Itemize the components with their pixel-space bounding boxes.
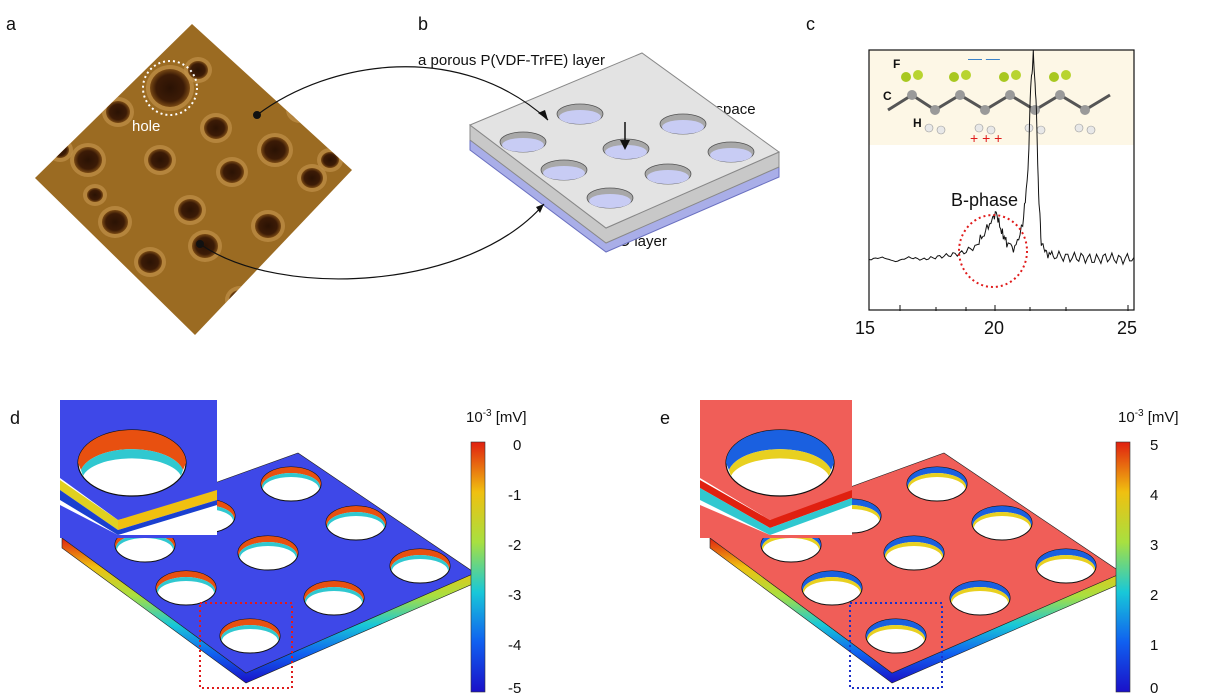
carbon-atom [1055,90,1065,100]
afm-hole [87,188,103,202]
atom-f-label: F [893,57,901,71]
fluorine-atom [1011,70,1021,80]
colorbar-e-title: 10-3 [mV] [1118,408,1179,426]
negative-charge-label: — — [968,50,1000,66]
afm-hole [150,69,190,107]
colorbar-d-tick: 0 [513,437,522,454]
afm-hole [74,147,102,173]
x-tick-20: 20 [984,318,1005,338]
fluorine-atom [913,70,923,80]
afm-hole [220,161,244,183]
colorbar-d-tick: -4 [508,637,522,654]
hydrogen-atom [974,123,984,133]
colorbar-e-tick: 5 [1150,437,1159,454]
colorbar-e-tick: 3 [1150,537,1159,554]
afm-hole [255,214,281,238]
positive-charge-label: + + + [970,130,1003,146]
hydrogen-atom [924,123,934,133]
fluorine-atom [1049,72,1059,82]
panel-c-letter: c [806,14,815,34]
hydrogen-atom [1074,123,1084,133]
colorbar-d-tick: -3 [508,587,522,604]
colorbar-e-tick: 4 [1150,487,1159,504]
colorbar-d-tick: -5 [508,680,522,697]
carbon-atom [1030,105,1040,115]
panel-d-letter: d [10,408,21,428]
porous-layer-label: a porous P(VDF-TrFE) layer [418,52,605,69]
carbon-atom [955,90,965,100]
atom-h-label: H [913,116,922,130]
beta-phase-circle [958,214,1028,288]
afm-hole [261,137,289,163]
carbon-atom [1080,105,1090,115]
fluorine-atom [901,72,911,82]
carbon-atom [907,90,917,100]
fluorine-atom [999,72,1009,82]
hole-label: hole [132,118,161,135]
afm-hole [188,61,208,79]
colorbar-d-tick: -2 [508,537,522,554]
afm-hole [301,168,323,188]
connector-arrow-top [256,66,549,121]
colorbar-e-tick: 0 [1150,680,1159,697]
fluorine-atom [961,70,971,80]
xrd-series-line [868,50,1135,266]
panel-a-letter: a [6,14,17,34]
colorbar-e-tick: 1 [1150,637,1159,654]
colorbar-e-tick: 2 [1150,587,1159,604]
carbon-atom [930,105,940,115]
afm-hole [204,117,228,139]
hole-highlight-circle [142,60,198,116]
afm-hole [192,234,218,258]
carbon-atom [980,105,990,115]
hydrogen-atom [936,125,946,135]
atom-c-label: C [883,89,892,103]
afm-hole [138,251,162,273]
carbon-atom [1005,90,1015,100]
afm-hole [106,101,130,123]
colorbar-d-tick: -1 [508,487,522,504]
connector-arrow-bottom [199,203,545,280]
afm-hole [102,210,128,234]
colorbar-d-title: 10-3 [mV] [466,408,527,426]
afm-hole [321,152,339,168]
panel-e-letter: e [660,408,671,428]
x-tick-15: 15 [855,318,876,338]
fluorine-atom [1061,70,1071,80]
afm-hole [178,199,202,221]
hydrogen-atom [986,125,996,135]
afm-hole [148,149,172,171]
beta-phase-label: B-phase [951,190,1019,210]
x-tick-25: 25 [1117,318,1138,338]
fluorine-atom [949,72,959,82]
panel-b-letter: b [418,14,429,34]
hydrogen-atom [1086,125,1096,135]
